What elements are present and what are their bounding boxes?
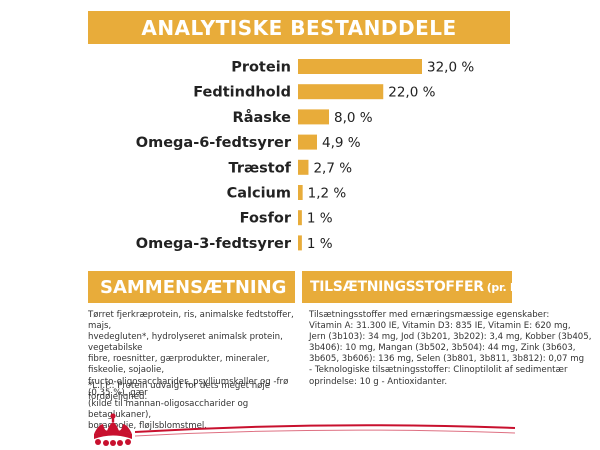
nutrient-bar-chart: Protein 32,0 % Fedtindhold 22,0 % Råaske 8,0 … <box>136 59 474 252</box>
additives-line: 3b406): 10 mg, Mangan (3b502, 3b504): 44… <box>309 343 576 354</box>
bar <box>298 235 302 251</box>
composition-heading: SAMMENSÆTNING <box>100 276 287 298</box>
value-label: 2,7 % <box>313 160 352 176</box>
brand-swoosh-line <box>135 424 515 437</box>
composition-line: fibre, roesnitter, gærprodukter, mineral… <box>88 354 270 376</box>
value-label: 22,0 % <box>388 85 435 101</box>
additives-heading: TILSÆTNINGSSTOFFER <box>310 279 484 295</box>
value-label: 1 % <box>307 236 333 252</box>
bar <box>298 185 303 200</box>
additives-line: Tilsætningsstoffer med ernæringsmæssige … <box>309 310 550 320</box>
additives-line: Jern (3b103): 34 mg, Jod (3b201, 3b202):… <box>309 332 592 343</box>
royal-canin-crown-logo <box>94 413 132 446</box>
additives-line: oprindelse: 10 g - Antioxidanter. <box>309 376 448 387</box>
additives-line: - Teknologiske tilsætningsstoffer: Clino… <box>309 365 568 376</box>
category-label: Træstof <box>229 160 292 176</box>
composition-line: hvedegluten*, hydrolyseret animalsk prot… <box>88 332 283 354</box>
additives-text: Tilsætningsstoffer med ernæringsmæssige … <box>309 310 592 388</box>
category-label: Omega-6-fedtsyrer <box>136 135 292 151</box>
value-label: 4,9 % <box>322 135 361 151</box>
composition-heading-banner: SAMMENSÆTNING <box>88 271 295 303</box>
value-label: 32,0 % <box>427 60 474 76</box>
bar <box>298 159 309 175</box>
category-label: Fedtindhold <box>193 85 291 101</box>
composition-line: fructo-oligosaccharider, psylliumskaller… <box>88 376 289 398</box>
category-label: Protein <box>231 60 291 76</box>
value-label: 1 % <box>307 211 333 227</box>
composition-text: Tørret fjerkræprotein, ris, animalske fe… <box>88 310 296 432</box>
category-label: Fosfor <box>240 211 292 227</box>
composition-line: (kilde til mannan-oligosaccharider og be… <box>88 398 249 420</box>
bar <box>298 210 302 226</box>
category-label: Calcium <box>227 186 291 202</box>
composition-footnote: *L.I.P.: Protein udvalgt for dets meget … <box>88 381 271 403</box>
chart-title-banner: ANALYTISKE BESTANDDELE <box>88 11 510 44</box>
category-label: Omega-3-fedtsyrer <box>136 236 292 252</box>
bar <box>298 84 384 100</box>
composition-line: Tørret fjerkræprotein, ris, animalske fe… <box>88 310 294 332</box>
bar <box>298 109 329 125</box>
category-label: Råaske <box>233 109 292 126</box>
value-label: 8,0 % <box>334 110 373 126</box>
value-label: 1,2 % <box>308 186 347 202</box>
additives-heading-banner: TILSÆTNINGSSTOFFER (pr. kg) <box>302 271 530 303</box>
composition-line: boragoolie, fløjlsblomstmel. <box>88 420 208 431</box>
additives-line: 3b605, 3b606): 136 mg, Selen (3b801, 3b8… <box>309 354 585 365</box>
additives-line: Vitamin A: 31.300 IE, Vitamin D3: 835 IE… <box>309 321 571 332</box>
bar <box>298 134 317 150</box>
additives-heading-unit: (pr. kg) <box>486 280 530 294</box>
chart-title: ANALYTISKE BESTANDDELE <box>141 15 457 40</box>
bar <box>298 59 422 74</box>
